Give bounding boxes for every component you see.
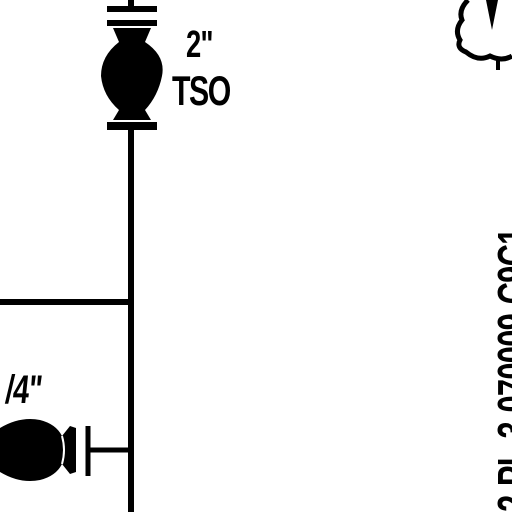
- top-valve-type-label: TSO: [172, 67, 231, 114]
- top-valve-body: [101, 28, 163, 120]
- line-number-tag: 2-PL-3-070009-C9C1: [489, 228, 512, 512]
- top-valve-lower-flange: [107, 122, 157, 130]
- bottom-valve-outline: [61, 435, 65, 465]
- top-valve-upper-flange: [107, 6, 157, 12]
- top-valve-size-label: 2": [186, 24, 213, 66]
- flow-arrow-icon: [486, 0, 498, 30]
- bottom-valve-body: [0, 419, 76, 481]
- top-valve-upper-flange-2: [107, 20, 157, 26]
- bottom-valve-size-label: /4": [3, 368, 44, 412]
- revision-cloud-outline: [454, 0, 512, 62]
